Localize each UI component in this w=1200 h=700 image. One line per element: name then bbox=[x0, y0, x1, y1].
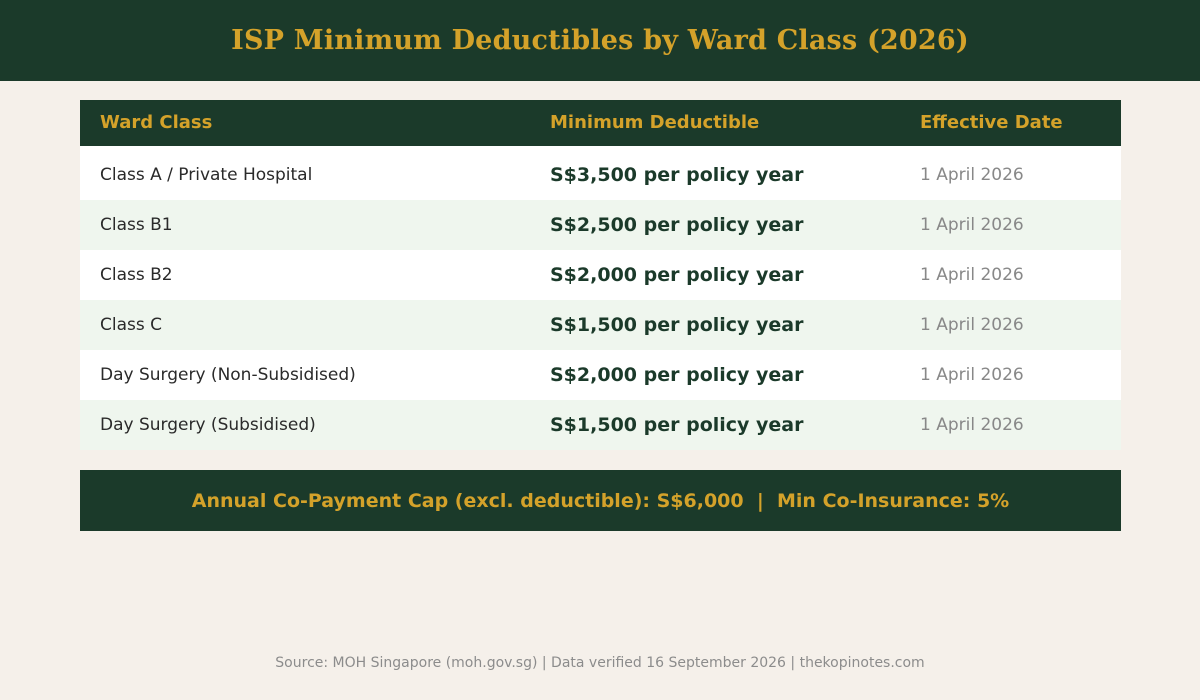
table-header: Ward Class Minimum Deductible Effective … bbox=[80, 100, 1121, 146]
deductibles-table: Ward Class Minimum Deductible Effective … bbox=[80, 100, 1121, 450]
deductible-cell: S$1,500 per policy year bbox=[550, 414, 804, 436]
deductible-cell: S$2,000 per policy year bbox=[550, 264, 804, 286]
table-row: Class B2 S$2,000 per policy year 1 April… bbox=[80, 250, 1121, 300]
table-row: Class B1 S$2,500 per policy year 1 April… bbox=[80, 200, 1121, 250]
deductible-cell: S$2,500 per policy year bbox=[550, 214, 804, 236]
ward-class-cell: Class B2 bbox=[100, 265, 173, 285]
banner-text: Annual Co-Payment Cap (excl. deductible)… bbox=[191, 489, 1010, 512]
ward-class-cell: Day Surgery (Subsidised) bbox=[100, 415, 316, 435]
ward-class-cell: Day Surgery (Non-Subsidised) bbox=[100, 365, 356, 385]
effective-date-cell: 1 April 2026 bbox=[920, 315, 1024, 335]
deductible-cell: S$2,000 per policy year bbox=[550, 364, 804, 386]
ward-class-cell: Class A / Private Hospital bbox=[100, 165, 313, 185]
deductible-cell: S$1,500 per policy year bbox=[550, 314, 804, 336]
title-bar: ISP Minimum Deductibles by Ward Class (2… bbox=[0, 0, 1200, 81]
effective-date-cell: 1 April 2026 bbox=[920, 365, 1024, 385]
table-row: Day Surgery (Non-Subsidised) S$2,000 per… bbox=[80, 350, 1121, 400]
table-row: Class C S$1,500 per policy year 1 April … bbox=[80, 300, 1121, 350]
co-payment-cap-banner: Annual Co-Payment Cap (excl. deductible)… bbox=[80, 470, 1121, 531]
column-header-minimum-deductible: Minimum Deductible bbox=[550, 112, 760, 133]
ward-class-cell: Class C bbox=[100, 315, 162, 335]
column-header-effective-date: Effective Date bbox=[920, 112, 1063, 133]
effective-date-cell: 1 April 2026 bbox=[920, 265, 1024, 285]
table-row: Class A / Private Hospital S$3,500 per p… bbox=[80, 146, 1121, 200]
effective-date-cell: 1 April 2026 bbox=[920, 415, 1024, 435]
table-row: Day Surgery (Subsidised) S$1,500 per pol… bbox=[80, 400, 1121, 450]
effective-date-cell: 1 April 2026 bbox=[920, 165, 1024, 185]
column-header-ward-class: Ward Class bbox=[100, 112, 213, 133]
source-footer: Source: MOH Singapore (moh.gov.sg) | Dat… bbox=[275, 655, 925, 671]
effective-date-cell: 1 April 2026 bbox=[920, 215, 1024, 235]
deductible-cell: S$3,500 per policy year bbox=[550, 164, 804, 186]
page-title: ISP Minimum Deductibles by Ward Class (2… bbox=[231, 25, 969, 56]
ward-class-cell: Class B1 bbox=[100, 215, 173, 235]
